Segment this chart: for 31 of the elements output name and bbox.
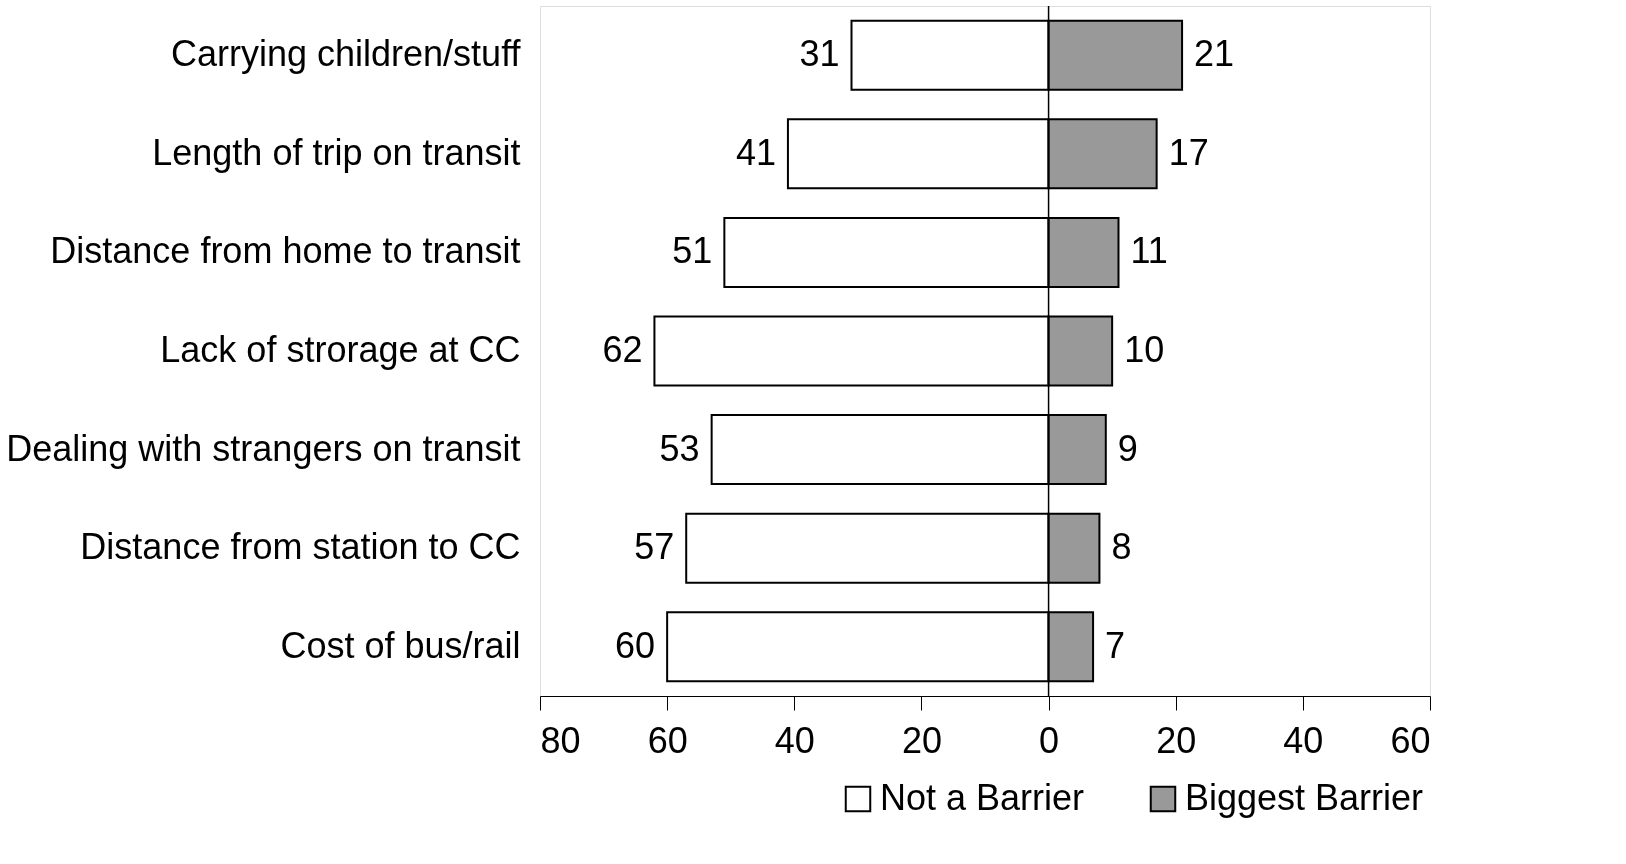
data-label: 9 bbox=[1117, 427, 1138, 469]
legend-label: Not a Barrier bbox=[880, 777, 1085, 818]
y-tick-label: Carrying children/stuff bbox=[171, 33, 522, 75]
x-tick-label: 40 bbox=[774, 719, 815, 761]
legend-label: Biggest Barrier bbox=[1185, 777, 1424, 818]
data-label: 53 bbox=[659, 427, 700, 469]
x-tick-label: 60 bbox=[647, 719, 688, 761]
x-tick-label: 60 bbox=[1390, 719, 1431, 761]
y-tick-label: Dealing with strangers on transit bbox=[6, 427, 521, 469]
y-tick-label: Cost of bus/rail bbox=[280, 624, 521, 666]
y-tick-label: Length of trip on transit bbox=[152, 131, 521, 173]
x-tick-label: 80 bbox=[540, 719, 581, 761]
data-label: 10 bbox=[1124, 329, 1165, 370]
data-label: 7 bbox=[1105, 624, 1126, 666]
data-label: 60 bbox=[615, 624, 656, 666]
data-label: 8 bbox=[1111, 526, 1132, 568]
x-tick-label: 0 bbox=[1039, 719, 1060, 761]
data-label: 51 bbox=[672, 230, 713, 272]
y-tick-label: Distance from home to transit bbox=[50, 230, 521, 272]
x-tick-label: 20 bbox=[901, 719, 942, 761]
x-tick-label: 20 bbox=[1156, 719, 1197, 761]
data-label: 17 bbox=[1168, 131, 1209, 173]
data-label: 57 bbox=[634, 526, 675, 568]
x-tick-label: 40 bbox=[1283, 719, 1324, 761]
y-tick-label: Lack of strorage at CC bbox=[160, 329, 521, 370]
y-tick-label: Distance from station to CC bbox=[80, 526, 521, 568]
data-label: 21 bbox=[1194, 33, 1235, 75]
data-label: 31 bbox=[799, 33, 840, 75]
data-label: 62 bbox=[602, 329, 643, 370]
data-label: 41 bbox=[735, 131, 776, 173]
data-label: 11 bbox=[1130, 230, 1168, 272]
